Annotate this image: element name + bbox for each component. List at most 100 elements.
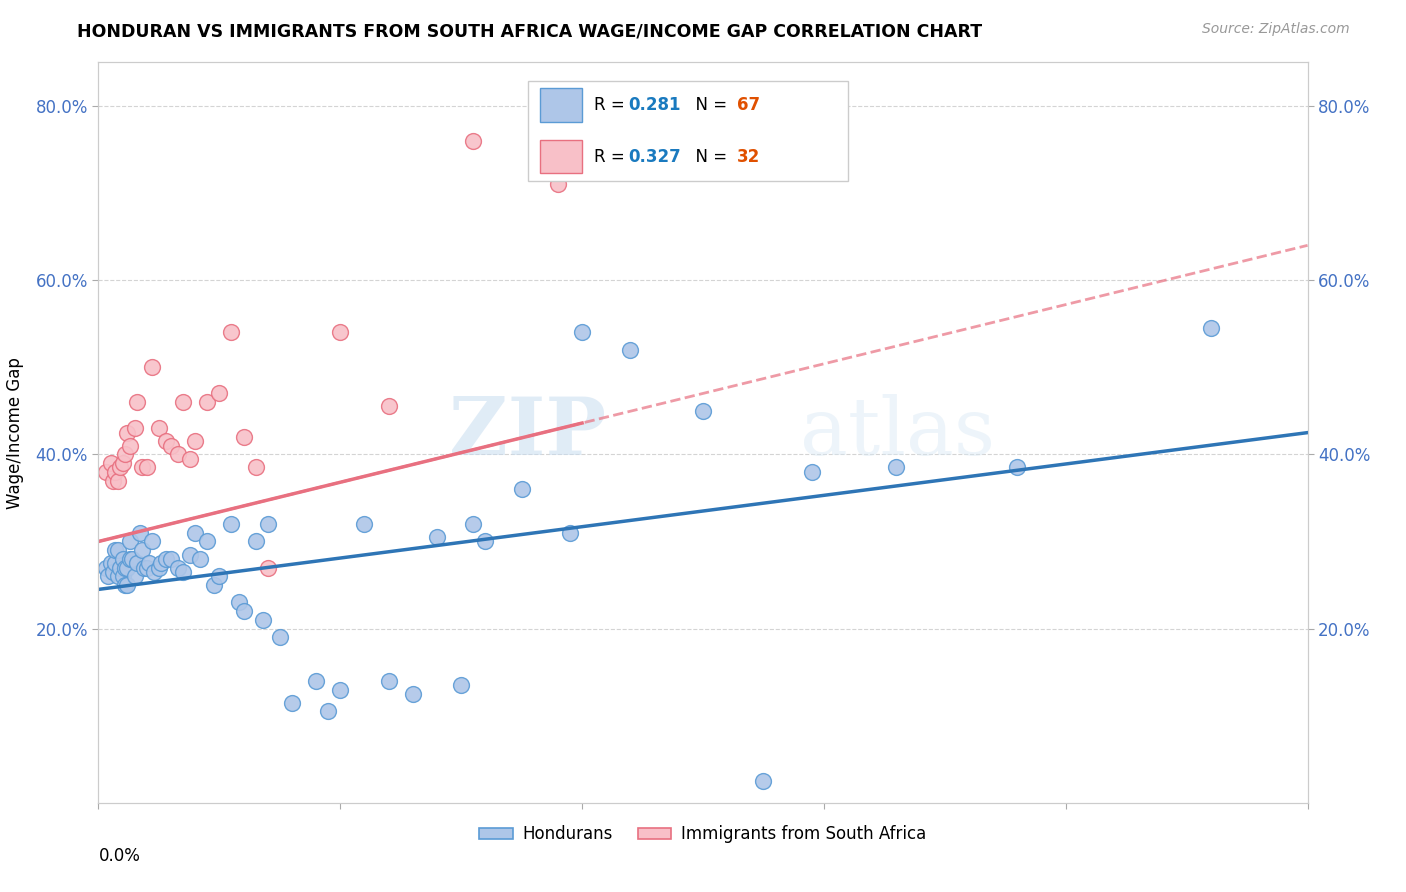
Point [104, 556, 127, 570]
FancyBboxPatch shape [527, 81, 848, 181]
Text: 67: 67 [737, 96, 761, 114]
Point [124, 421, 146, 435]
Point [124, 569, 146, 583]
Point [111, 569, 134, 583]
Point [474, 534, 496, 549]
Point [107, 543, 129, 558]
Point [128, 525, 150, 540]
Point [131, 543, 153, 558]
Text: R =: R = [595, 148, 630, 166]
Point [97, 569, 120, 583]
Point [167, 447, 190, 461]
Point [256, 560, 278, 574]
Point [269, 630, 291, 644]
Point [377, 673, 399, 688]
Point [221, 517, 243, 532]
Point [101, 565, 124, 579]
Point [172, 565, 194, 579]
Point [1007, 460, 1029, 475]
Point [155, 552, 177, 566]
Point [256, 517, 278, 532]
Point [155, 434, 177, 449]
Text: Source: ZipAtlas.com: Source: ZipAtlas.com [1202, 22, 1350, 37]
Point [104, 465, 127, 479]
FancyBboxPatch shape [540, 88, 582, 121]
Point [195, 534, 218, 549]
Point [148, 421, 170, 435]
Point [127, 556, 149, 570]
Point [510, 482, 533, 496]
Point [886, 460, 908, 475]
Point [281, 696, 304, 710]
FancyBboxPatch shape [540, 140, 582, 173]
Point [450, 678, 472, 692]
Point [692, 404, 714, 418]
Point [117, 560, 139, 574]
Point [558, 525, 581, 540]
Point [252, 613, 274, 627]
Point [107, 569, 129, 583]
Point [160, 439, 183, 453]
Point [108, 460, 131, 475]
Point [114, 447, 136, 461]
Text: HONDURAN VS IMMIGRANTS FROM SOUTH AFRICA WAGE/INCOME GAP CORRELATION CHART: HONDURAN VS IMMIGRANTS FROM SOUTH AFRICA… [77, 22, 983, 40]
Point [135, 460, 157, 475]
Point [208, 386, 231, 401]
Point [179, 548, 201, 562]
Text: 32: 32 [737, 148, 761, 166]
Point [204, 578, 226, 592]
Point [377, 400, 399, 414]
Point [800, 465, 823, 479]
Point [127, 395, 149, 409]
Point [141, 360, 163, 375]
Point [138, 556, 160, 570]
Point [148, 560, 170, 574]
Point [134, 560, 156, 574]
Legend: Hondurans, Immigrants from South Africa: Hondurans, Immigrants from South Africa [472, 819, 934, 850]
Point [172, 395, 194, 409]
Point [353, 517, 375, 532]
Point [426, 530, 449, 544]
Point [160, 552, 183, 566]
Point [316, 704, 339, 718]
Point [108, 560, 131, 574]
Point [232, 604, 254, 618]
Point [121, 552, 143, 566]
Point [195, 395, 218, 409]
Point [179, 451, 201, 466]
Text: R =: R = [595, 96, 630, 114]
Point [184, 525, 207, 540]
Text: 0.0%: 0.0% [98, 847, 141, 865]
Point [94, 560, 117, 574]
Point [135, 560, 157, 574]
Point [101, 474, 124, 488]
Point [131, 460, 153, 475]
Point [221, 326, 243, 340]
Point [329, 682, 352, 697]
Point [752, 774, 775, 789]
Point [118, 534, 141, 549]
Point [188, 552, 211, 566]
Text: N =: N = [685, 96, 733, 114]
Point [143, 565, 166, 579]
Point [100, 556, 122, 570]
Point [114, 560, 136, 574]
Point [107, 474, 129, 488]
Point [463, 134, 485, 148]
Point [329, 326, 352, 340]
Point [402, 687, 425, 701]
Point [619, 343, 641, 357]
Point [245, 534, 267, 549]
Point [111, 456, 134, 470]
Text: ZIP: ZIP [450, 393, 606, 472]
Y-axis label: Wage/Income Gap: Wage/Income Gap [7, 357, 24, 508]
Point [150, 556, 173, 570]
Point [117, 578, 139, 592]
Point [111, 552, 134, 566]
Point [118, 552, 141, 566]
Point [463, 517, 485, 532]
Point [184, 434, 207, 449]
Point [118, 439, 141, 453]
Point [245, 460, 267, 475]
Point [232, 430, 254, 444]
